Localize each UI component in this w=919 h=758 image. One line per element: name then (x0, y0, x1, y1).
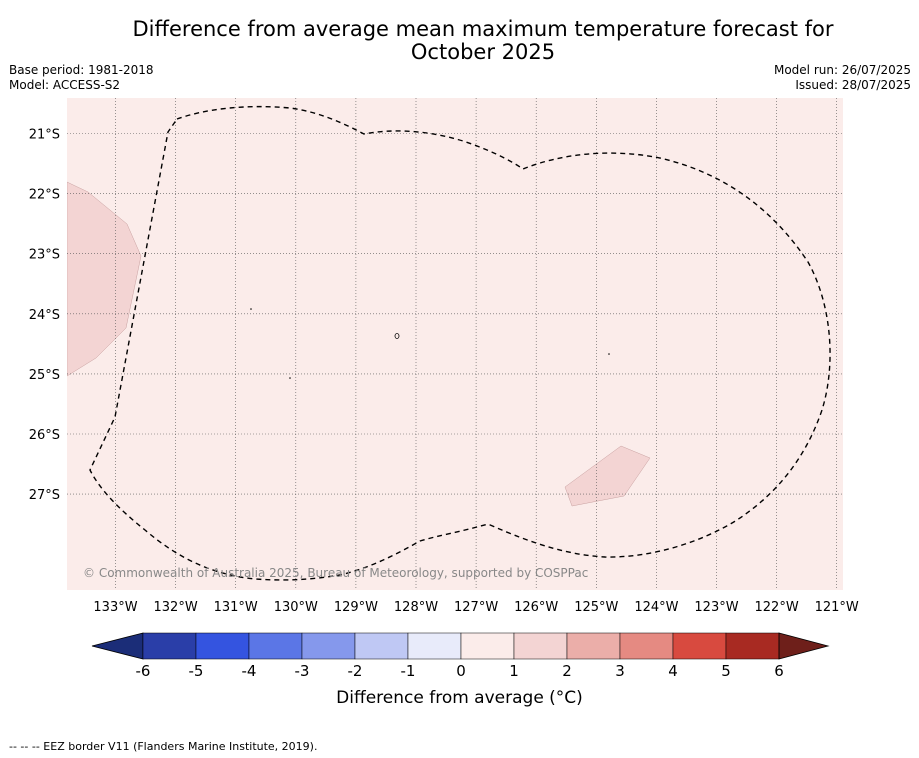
map-title: Difference from average mean maximum tem… (0, 18, 919, 64)
colorbar-segment (195, 632, 250, 660)
anomaly-patch-west (67, 181, 142, 377)
longitude-label: 132°W (154, 600, 198, 615)
colorbar-segment (566, 632, 621, 660)
title-line-2: October 2025 (410, 40, 556, 64)
colorbar-segment (672, 632, 727, 660)
colorbar-tick-label: 0 (456, 662, 466, 680)
meta-left: Base period: 1981-2018 Model: ACCESS-S2 (9, 63, 154, 93)
colorbar-segment (248, 632, 303, 660)
colorbar-tick-label: -6 (136, 662, 151, 680)
map-background (67, 98, 843, 590)
colorbar-extend-high (778, 632, 830, 660)
colorbar-tick-label: -5 (189, 662, 204, 680)
colorbar-segment (513, 632, 568, 660)
island-marker (394, 333, 400, 339)
meta-right: Model run: 26/07/2025 Issued: 28/07/2025 (774, 63, 911, 93)
anomaly-patches (67, 181, 651, 507)
colorbar-tick-label: 4 (668, 662, 678, 680)
longitude-label: 129°W (334, 600, 378, 615)
graticule (67, 98, 843, 590)
latitude-labels: 21°S 22°S 23°S 24°S 25°S 26°S 27°S (29, 128, 60, 504)
colorbar-segment (301, 632, 356, 660)
island-marker (250, 308, 252, 310)
colorbar-tick-label: 3 (615, 662, 625, 680)
latitude-label: 23°S (29, 248, 60, 263)
colorbar-tick-label: 2 (562, 662, 572, 680)
island-marker (289, 377, 291, 379)
islands (250, 308, 610, 379)
anomaly-patch-southeast (564, 445, 651, 507)
longitude-label: 123°W (694, 600, 738, 615)
longitude-label: 125°W (574, 600, 618, 615)
latitude-label: 26°S (29, 428, 60, 443)
longitude-labels: 133°W 132°W 131°W 130°W 129°W 128°W 127°W 126°W… (93, 600, 859, 615)
colorbar-tick-label: -1 (401, 662, 416, 680)
latitude-label: 27°S (29, 488, 60, 503)
base-period-text: Base period: 1981-2018 (9, 63, 154, 77)
island-marker (608, 353, 610, 355)
latitude-label: 24°S (29, 308, 60, 323)
colorbar-segment (619, 632, 674, 660)
colorbar-label: Difference from average (°C) (336, 688, 583, 708)
model-run-text: Model run: 26/07/2025 (773, 63, 911, 77)
longitude-label: 121°W (815, 600, 859, 615)
copyright-text: © Commonwealth of Australia 2025, Bureau… (83, 566, 588, 580)
longitude-label: 128°W (394, 600, 438, 615)
colorbar-segment (725, 632, 780, 660)
model-text: Model: ACCESS-S2 (9, 78, 121, 92)
latitude-label: 25°S (29, 368, 60, 383)
longitude-label: 133°W (93, 600, 137, 615)
longitude-label: 126°W (514, 600, 558, 615)
colorbar-extend-low (91, 632, 144, 660)
latitude-label: 21°S (29, 128, 60, 143)
longitude-label: 130°W (274, 600, 318, 615)
eez-border (89, 105, 831, 581)
eez-legend-text: -- -- -- EEZ border V11 (Flanders Marine… (9, 740, 318, 753)
colorbar-tick-label: 5 (721, 662, 731, 680)
longitude-label: 131°W (214, 600, 258, 615)
colorbar-tick-label: -4 (242, 662, 257, 680)
colorbar-tick-label: 1 (509, 662, 519, 680)
title-line-1: Difference from average mean maximum tem… (132, 17, 834, 41)
longitude-label: 127°W (454, 600, 498, 615)
colorbar-tick-label: 6 (774, 662, 784, 680)
colorbar-segment (354, 632, 409, 660)
longitude-label: 122°W (755, 600, 799, 615)
colorbar-segment (407, 632, 462, 660)
colorbar: -6 -5 -4 -3 -2 -1 0 1 2 3 4 5 6 (91, 632, 830, 680)
issued-text: Issued: 28/07/2025 (795, 78, 911, 92)
colorbar-segment (142, 632, 197, 660)
colorbar-segment (460, 632, 515, 660)
colorbar-tick-label: -2 (348, 662, 363, 680)
colorbar-tick-label: -3 (295, 662, 310, 680)
latitude-label: 22°S (29, 188, 60, 203)
longitude-label: 124°W (634, 600, 678, 615)
